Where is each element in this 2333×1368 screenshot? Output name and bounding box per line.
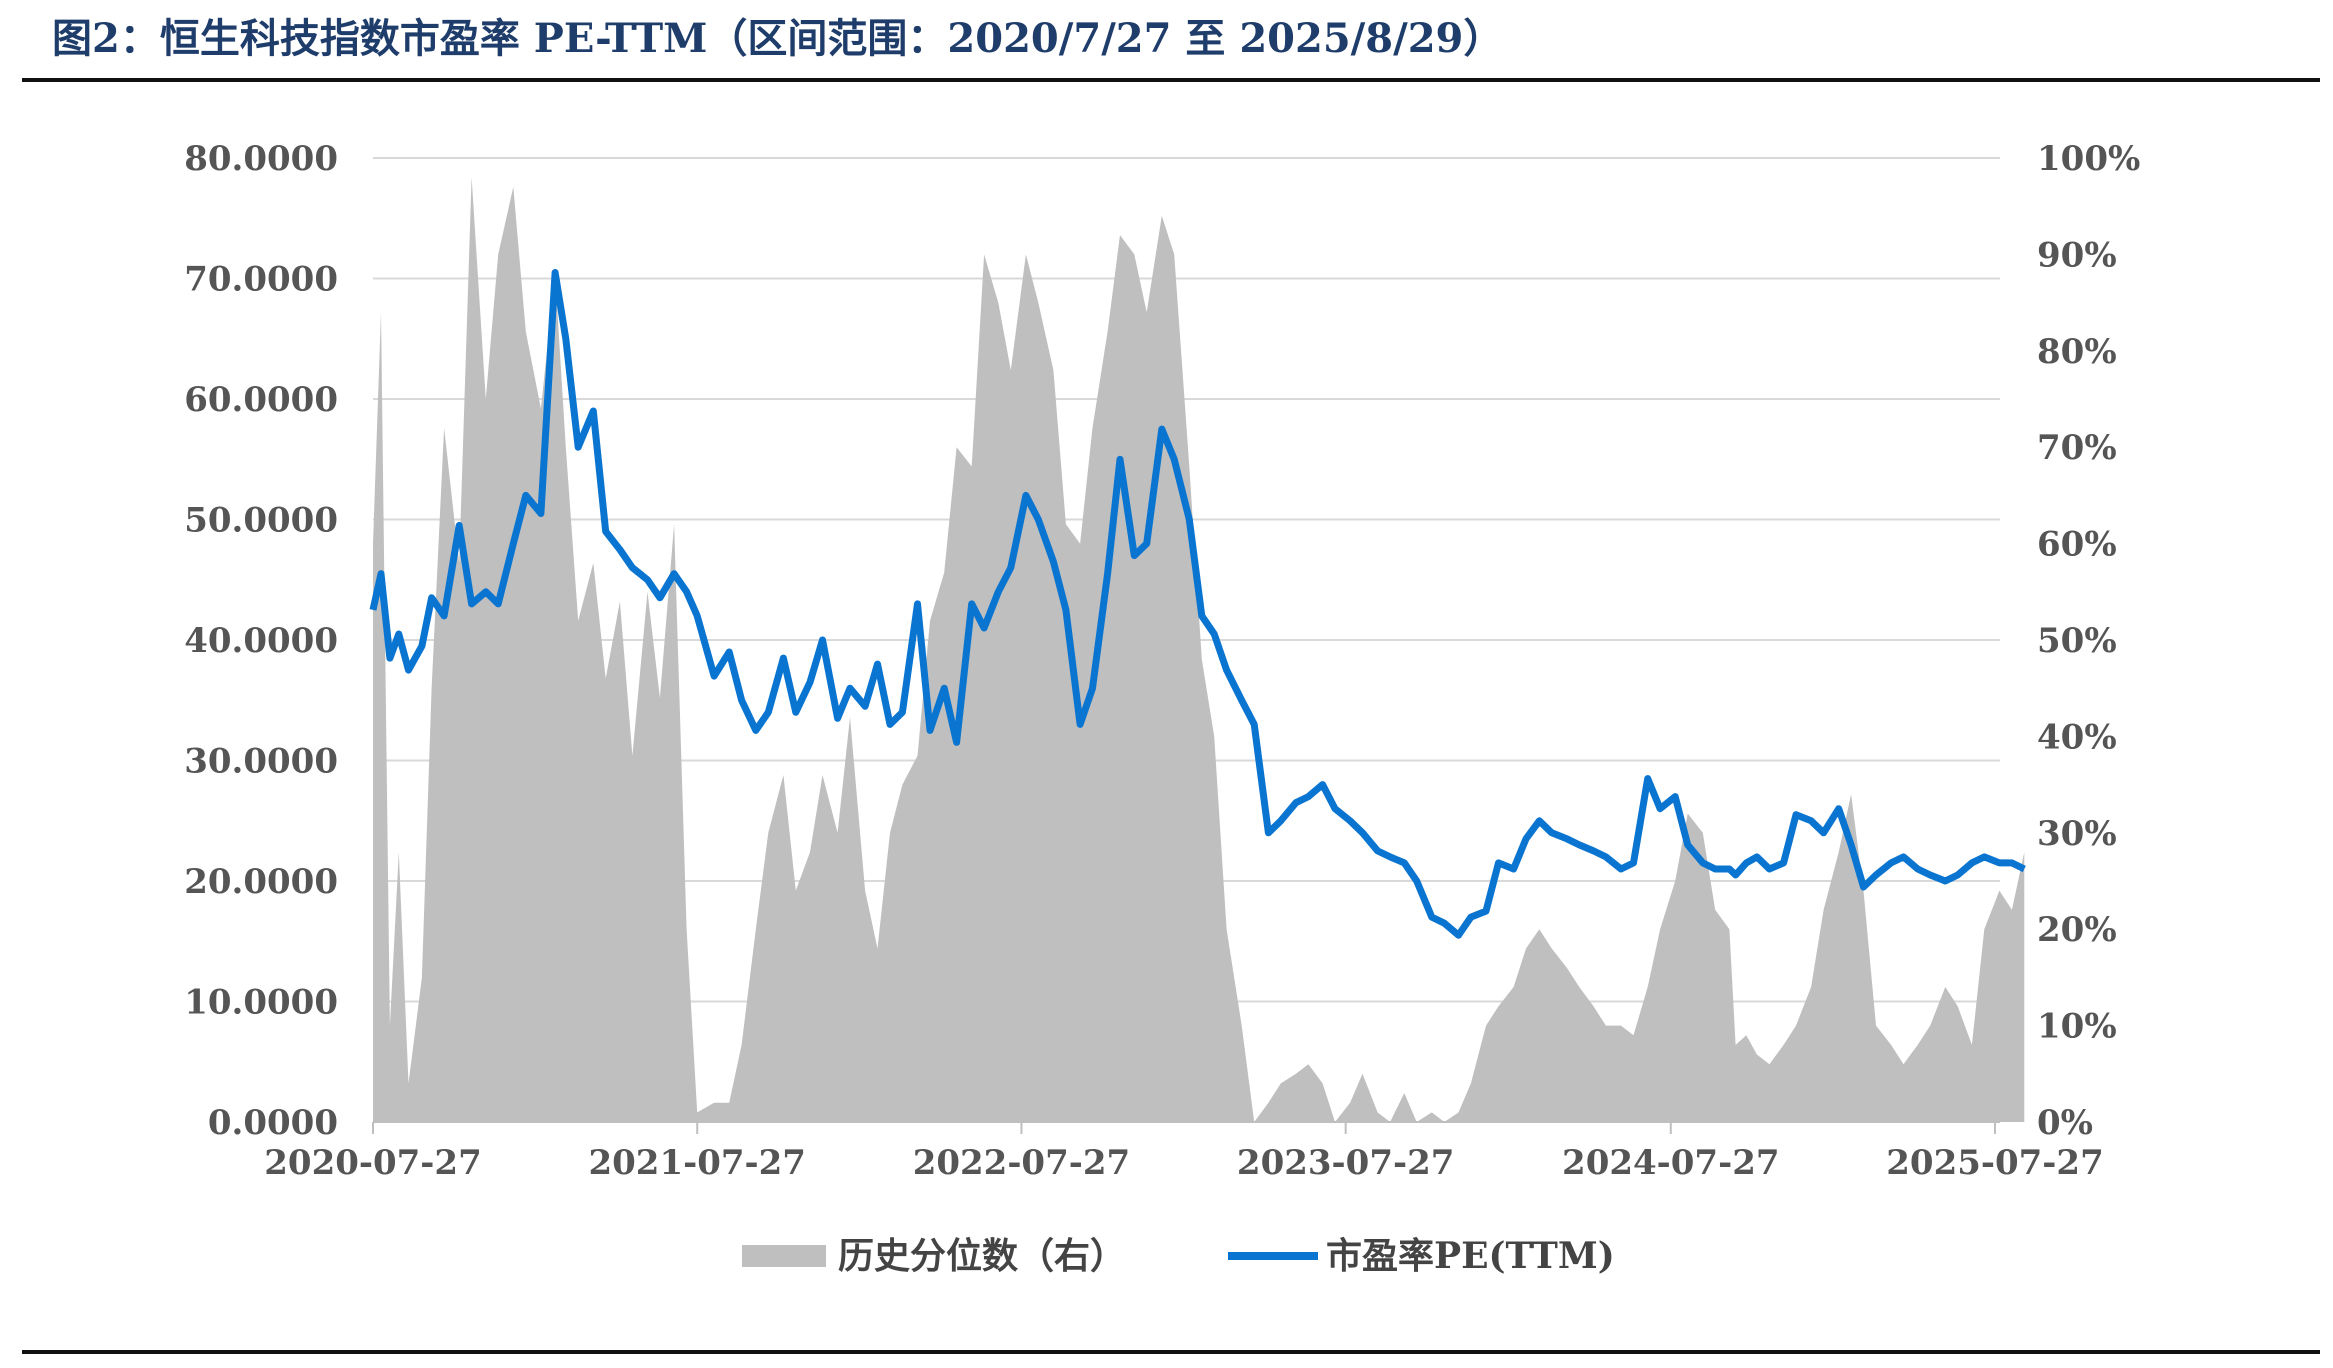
y-axis-left-ticks: 0.0000 10.0000 20.0000 30.0000 40.0000 50.000… [184,139,338,1143]
x-tick-label-4: 2024-07-27 [1562,1143,1779,1183]
x-tick-label-1: 2021-07-27 [588,1143,805,1183]
y-right-tick-label-9: 90% [2037,235,2117,275]
figure-title: 图2：恒生科技指数市盈率 PE-TTM（区间范围：2020/7/27 至 202… [52,15,1504,62]
y-right-tick-label-7: 70% [2037,428,2117,468]
x-tick-label-2: 2022-07-27 [913,1143,1130,1183]
y-right-tick-label-8: 80% [2037,332,2117,372]
y-right-tick-label-3: 30% [2037,814,2117,854]
y-right-tick-label-10: 100% [2037,139,2140,179]
percentile-area-layer [373,177,2025,1123]
y-left-tick-label-6: 60.0000 [184,380,338,420]
x-tick-label-5: 2025-07-27 [1886,1143,2103,1183]
x-tick-label-3: 2023-07-27 [1237,1143,1454,1183]
y-left-tick-label-2: 20.0000 [184,862,338,902]
x-tick-label-0: 2020-07-27 [264,1143,481,1183]
y-left-tick-label-4: 40.0000 [184,621,338,661]
y-right-tick-label-0: 0% [2037,1103,2093,1143]
y-right-tick-label-5: 50% [2037,621,2117,661]
y-left-tick-label-1: 10.0000 [184,983,338,1023]
pe-line-layer [369,269,2026,939]
legend: 历史分位数（右） 市盈率PE(TTM) [742,1235,1615,1277]
x-axis-ticks: 2020-07-27 2021-07-27 2022-07-27 2023-07-27… [264,1122,2104,1183]
legend-label-percentile: 历史分位数（右） [838,1235,1126,1277]
series-pe-line [369,269,2026,939]
y-right-tick-label-4: 40% [2037,717,2117,757]
y-right-tick-label-1: 10% [2037,1007,2117,1047]
y-right-tick-label-2: 20% [2037,910,2117,950]
y-left-tick-label-3: 30.0000 [184,742,338,782]
legend-swatch-percentile [742,1245,826,1267]
y-left-tick-label-7: 70.0000 [184,260,338,300]
y-left-tick-label-0: 0.0000 [208,1103,338,1143]
y-left-tick-label-5: 50.0000 [184,501,338,541]
series-percentile-area [373,177,2025,1123]
legend-label-pe: 市盈率PE(TTM) [1326,1235,1615,1277]
y-right-tick-label-6: 60% [2037,525,2117,565]
y-left-tick-label-8: 80.0000 [184,139,338,179]
y-axis-right-ticks: 0% 10% 20% 30% 40% 50% 60% 70% 80% 90% 100% [2037,139,2140,1143]
top-rule [22,78,2320,82]
bottom-rule [22,1350,2320,1354]
